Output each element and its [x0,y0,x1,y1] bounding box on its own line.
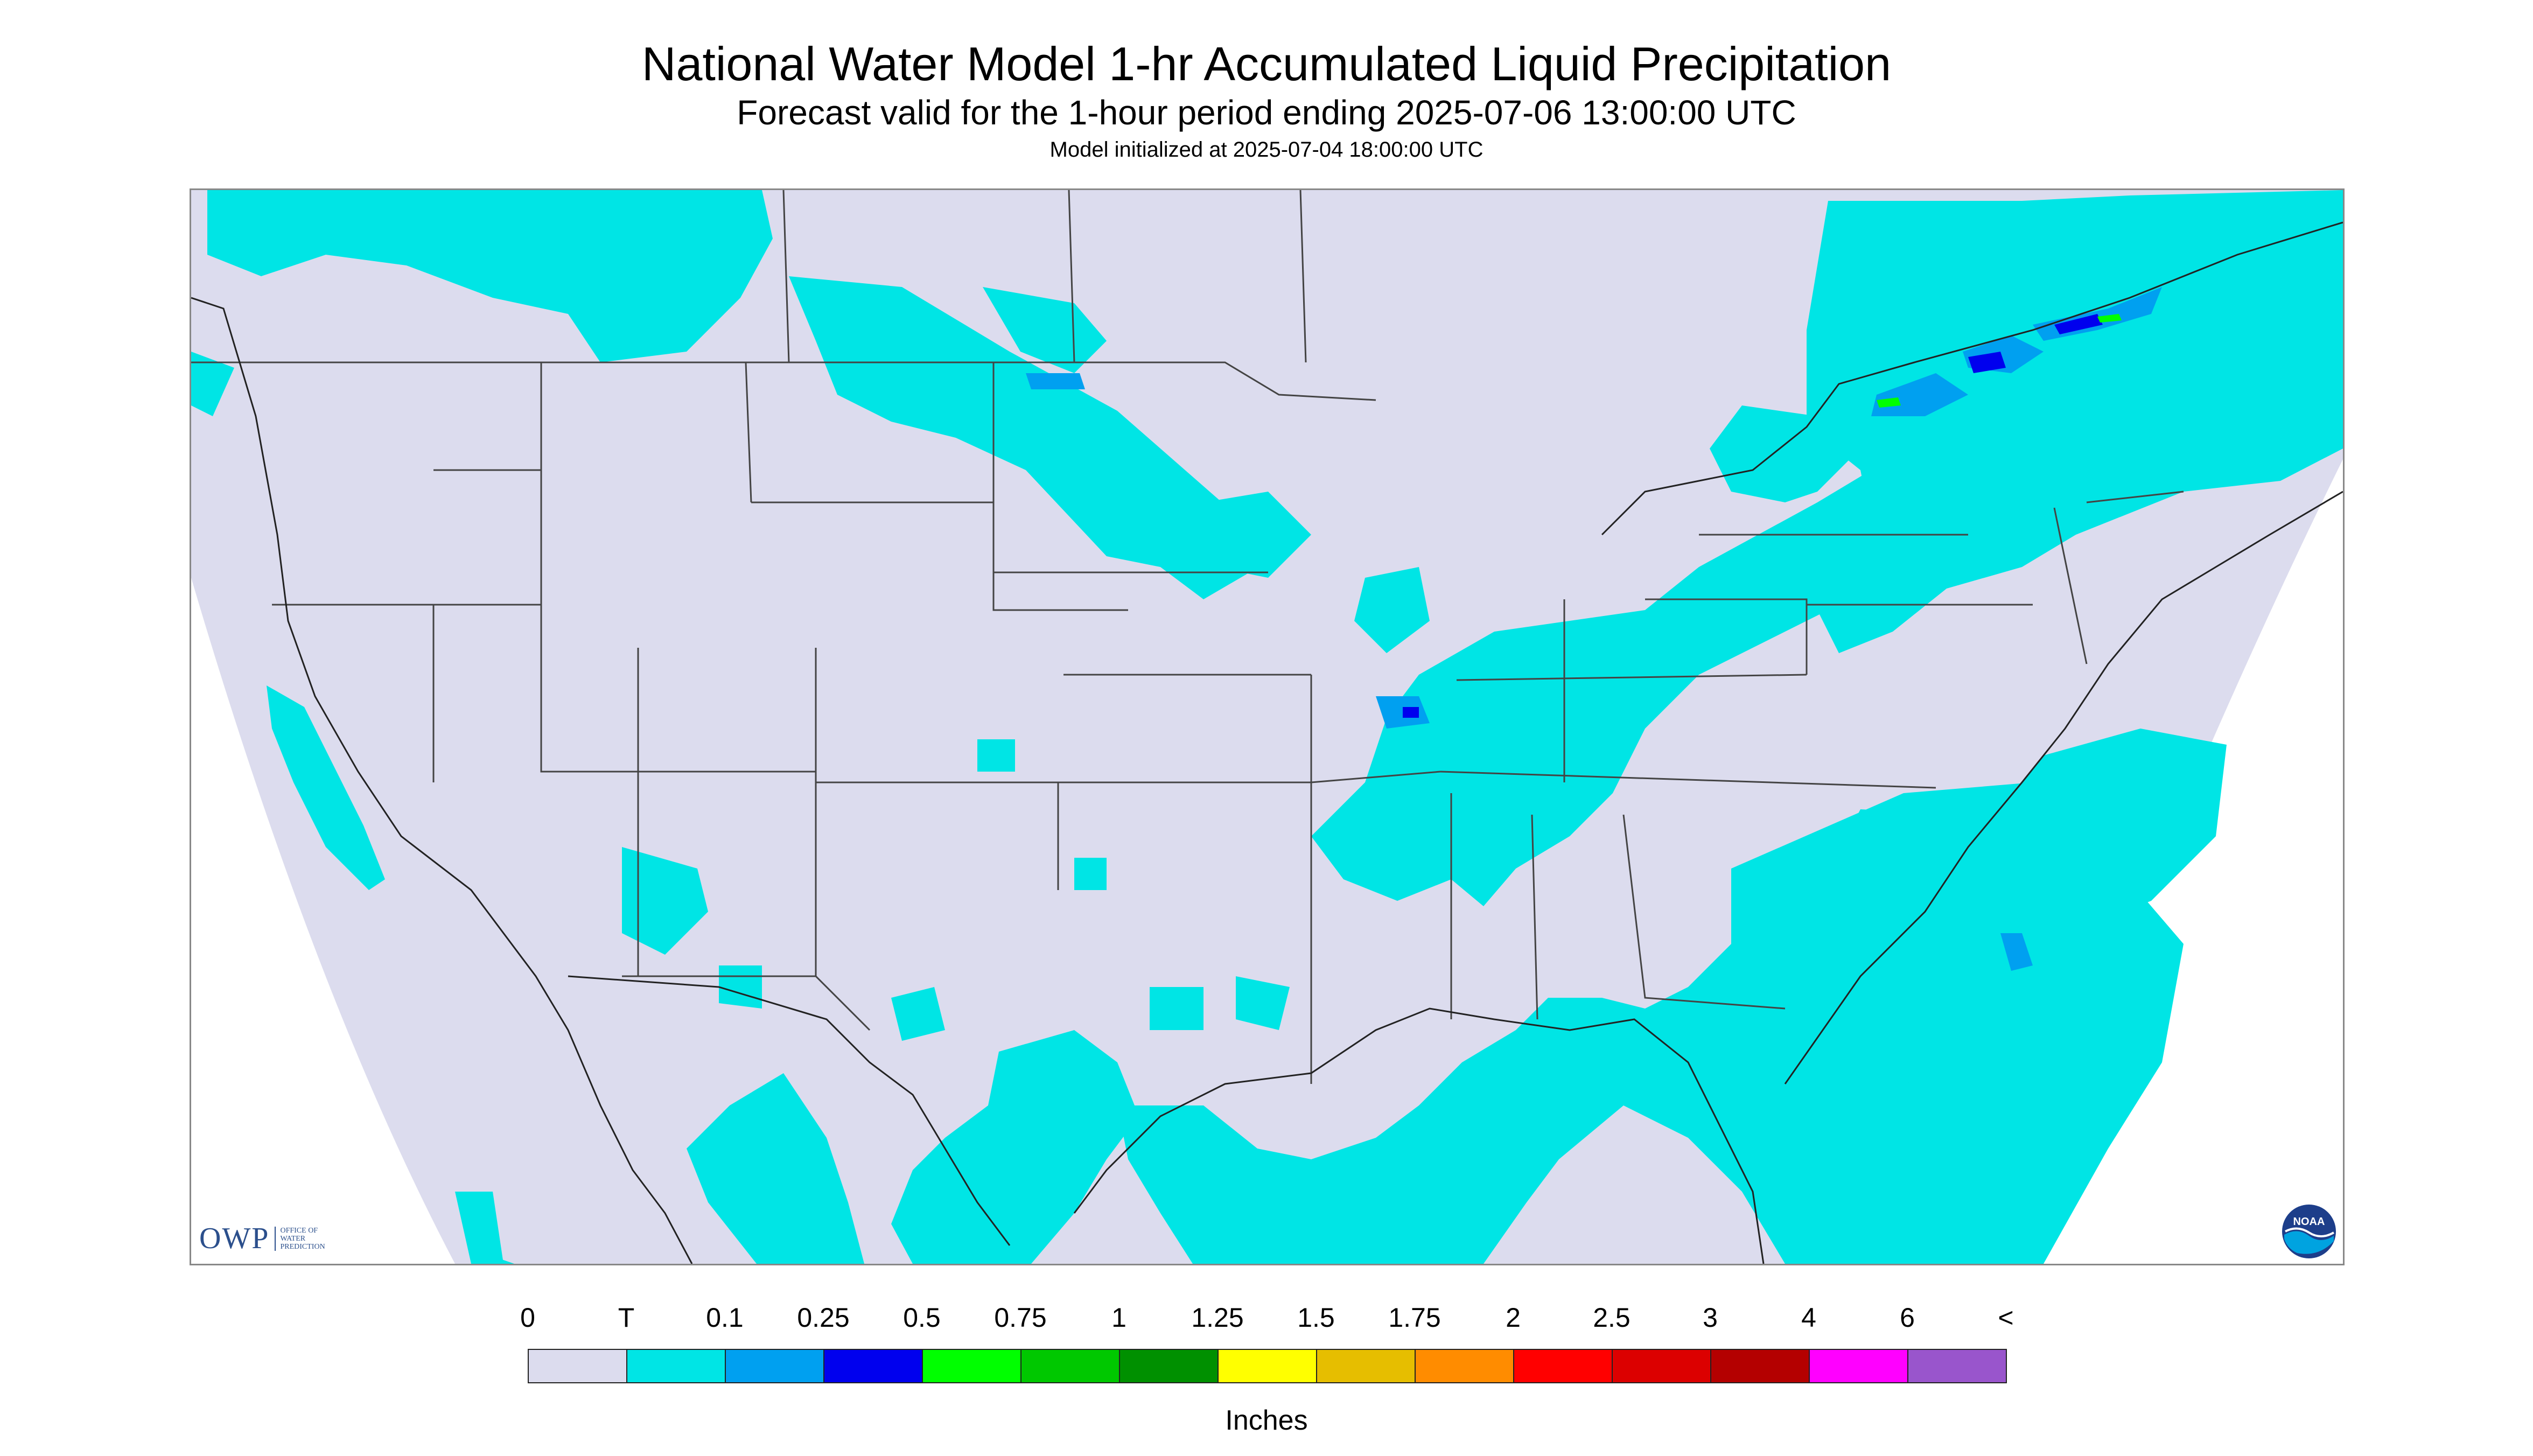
owp-logo-line-3: PREDICTION [280,1242,325,1251]
legend-tick-label: 4 [1801,1303,1816,1333]
precipitation-map [190,188,2345,1265]
map-title: National Water Model 1-hr Accumulated Li… [641,37,1892,90]
legend-swatch [528,1349,627,1383]
legend-units: Inches [1225,1405,1308,1436]
noaa-logo-icon: NOAA [2282,1205,2336,1258]
legend-swatch [1316,1349,1416,1383]
country-coast-lines [191,221,2343,1264]
map-subtitle: Forecast valid for the 1-hour period end… [737,93,1796,132]
legend-tick-label: T [618,1303,635,1333]
precip-trace-areas [191,190,2343,1264]
legend-swatch [1020,1349,1120,1383]
owp-logo-main: OWP [199,1222,270,1255]
precip-moderate-areas [1403,314,2103,718]
legend-swatch [1119,1349,1219,1383]
legend-swatch [626,1349,726,1383]
owp-logo: OWP OFFICE OF WATER PREDICTION [199,1222,325,1255]
owp-logo-line-2: WATER [280,1234,306,1243]
legend-tick-label: 0.25 [797,1303,850,1333]
legend-tick-label: 0 [520,1303,535,1333]
legend-tick-label: 1.75 [1388,1303,1441,1333]
legend-swatch [1612,1349,1711,1383]
legend-swatch [1217,1349,1317,1383]
legend-swatch [725,1349,824,1383]
legend-swatch [1415,1349,1514,1383]
legend-swatch [1513,1349,1613,1383]
legend-tick-label: 1.25 [1191,1303,1244,1333]
legend-tick-label: 0.1 [706,1303,744,1333]
legend-swatch [922,1349,1021,1383]
owp-logo-sub: OFFICE OF WATER PREDICTION [275,1226,325,1251]
legend-swatch [1809,1349,1908,1383]
legend-swatch [1710,1349,1810,1383]
map-canvas [191,190,2343,1264]
legend-swatch [823,1349,923,1383]
legend-tick-label: 6 [1900,1303,1915,1333]
legend-tick-label: 2.5 [1593,1303,1631,1333]
legend-tick-label: 1.5 [1297,1303,1335,1333]
state-boundaries [191,190,2184,1084]
legend-tick-label: 1 [1111,1303,1126,1333]
legend-tick-label: 3 [1703,1303,1718,1333]
legend-tick-label: 2 [1506,1303,1521,1333]
legend-swatch [1907,1349,2007,1383]
precip-heavy-areas [1877,314,2122,408]
noaa-logo-text: NOAA [2293,1216,2325,1228]
model-init-line: Model initialized at 2025-07-04 18:00:00… [1049,138,1484,162]
legend-tick-label: 0.75 [994,1303,1047,1333]
legend-tick-label: < [1998,1303,2014,1333]
legend-tick-label: 0.5 [903,1303,941,1333]
owp-logo-line-1: OFFICE OF [280,1226,318,1235]
